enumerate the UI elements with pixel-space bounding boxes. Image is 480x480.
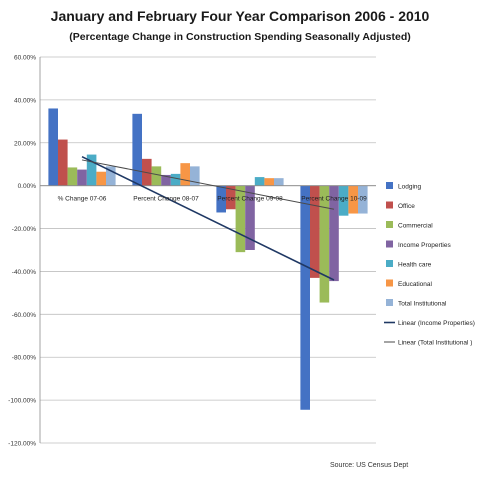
- bar: [254, 177, 265, 186]
- bar: [86, 154, 97, 186]
- chart-subtitle: (Percentage Change in Construction Spend…: [69, 31, 411, 43]
- bar: [67, 167, 78, 186]
- y-tick-label: -120.00%: [8, 441, 36, 448]
- trendline: [81, 159, 335, 210]
- legend: Lodging Office Commercial Income Properties…: [384, 182, 475, 347]
- bar: [338, 185, 349, 216]
- legend-label: Health care: [398, 262, 432, 269]
- y-tick-label: 60.00%: [14, 55, 36, 62]
- legend-label: Commercial: [398, 223, 433, 230]
- bar: [226, 185, 236, 210]
- bar: [48, 108, 58, 186]
- bar: [235, 185, 246, 253]
- bar: [329, 185, 339, 282]
- source-note: Source: US Census Dept: [330, 462, 409, 469]
- legend-swatch: [386, 279, 393, 287]
- legend-swatch: [386, 182, 393, 189]
- legend-swatch: [386, 299, 393, 306]
- legend-label: Lodging: [398, 184, 422, 191]
- trendlines: [81, 155, 335, 281]
- bar: [132, 113, 142, 186]
- chart-title: January and February Four Year Compariso…: [50, 8, 430, 24]
- legend-label: Linear (Total Institutional ): [398, 340, 472, 347]
- axes: [39, 57, 376, 443]
- category-label: Percent Change 08-07: [133, 196, 199, 203]
- y-tick-label: -80.00%: [12, 355, 36, 362]
- y-tick-label: 20.00%: [14, 140, 36, 147]
- bar: [274, 178, 284, 186]
- bar: [300, 185, 310, 410]
- bar: [170, 173, 181, 186]
- trendline: [81, 155, 335, 281]
- bar: [77, 169, 87, 186]
- category-label: Percent Change 10-09: [301, 196, 367, 203]
- legend-swatch: [386, 201, 393, 209]
- legend-swatch: [386, 221, 393, 228]
- bar: [180, 163, 190, 186]
- bar: [348, 185, 358, 214]
- bar: [216, 185, 226, 213]
- bar: [358, 185, 368, 214]
- bar: [151, 166, 162, 186]
- y-tick-label: -100.00%: [8, 398, 36, 405]
- category-label: Percent Change 09-08: [217, 196, 283, 203]
- category-label: % Change 07-06: [58, 196, 107, 203]
- bar: [58, 139, 68, 186]
- legend-swatch: [386, 260, 393, 267]
- bar: [319, 185, 330, 303]
- bar: [264, 178, 274, 186]
- bar: [310, 185, 320, 278]
- bar: [161, 174, 171, 186]
- y-tick-label: 0.00%: [18, 183, 37, 190]
- legend-label: Office: [398, 203, 415, 210]
- legend-label: Linear (Income Properties): [398, 320, 475, 327]
- category-labels: % Change 07-06 Percent Change 08-07 Percen…: [58, 196, 367, 203]
- y-tick-label: -20.00%: [12, 226, 36, 233]
- legend-swatch: [386, 240, 393, 248]
- bar: [106, 166, 116, 186]
- legend-label: Income Properties: [398, 242, 451, 249]
- bars: [48, 108, 368, 410]
- legend-label: Educational: [398, 281, 433, 288]
- bar: [96, 171, 106, 186]
- y-axis-tick-labels: 60.00% 40.00% 20.00% 0.00% -20.00% -40.00% -60…: [8, 55, 36, 448]
- bar: [190, 166, 200, 186]
- y-tick-label: 40.00%: [14, 97, 36, 104]
- y-tick-label: -40.00%: [12, 269, 36, 276]
- y-tick-label: -60.00%: [12, 312, 36, 319]
- legend-label: Total Institutional: [398, 301, 447, 308]
- bar: [245, 185, 255, 250]
